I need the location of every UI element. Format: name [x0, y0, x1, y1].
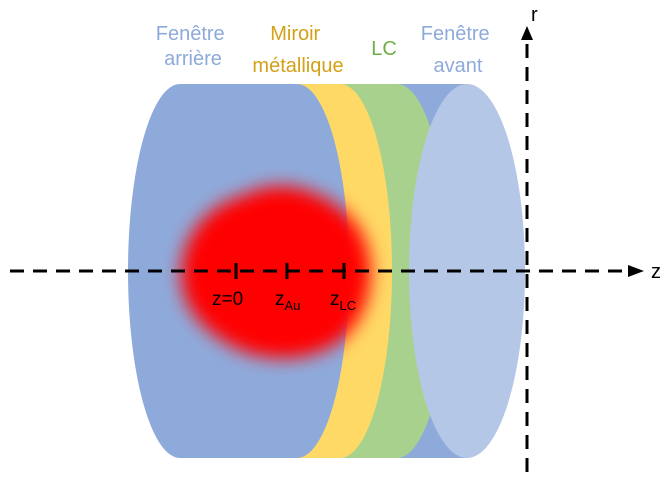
r-axis-label: r	[531, 4, 538, 26]
tick-label-zau: zAu	[275, 289, 300, 313]
z-axis-label: z	[651, 261, 661, 283]
tick-label-z0: z=0	[212, 289, 243, 310]
front-window-label: Fenêtre avant	[421, 23, 496, 77]
mirror-label: Miroir métallique	[252, 23, 343, 77]
z-axis-arrowhead	[628, 265, 644, 277]
lc-label: LC	[371, 38, 397, 60]
r-axis-arrowhead	[521, 26, 533, 40]
back-window-label: Fenêtre arrière	[156, 23, 231, 70]
metal-mirror	[297, 84, 397, 458]
front-window-face	[409, 84, 525, 458]
tick-label-zlc: zLC	[330, 289, 356, 313]
